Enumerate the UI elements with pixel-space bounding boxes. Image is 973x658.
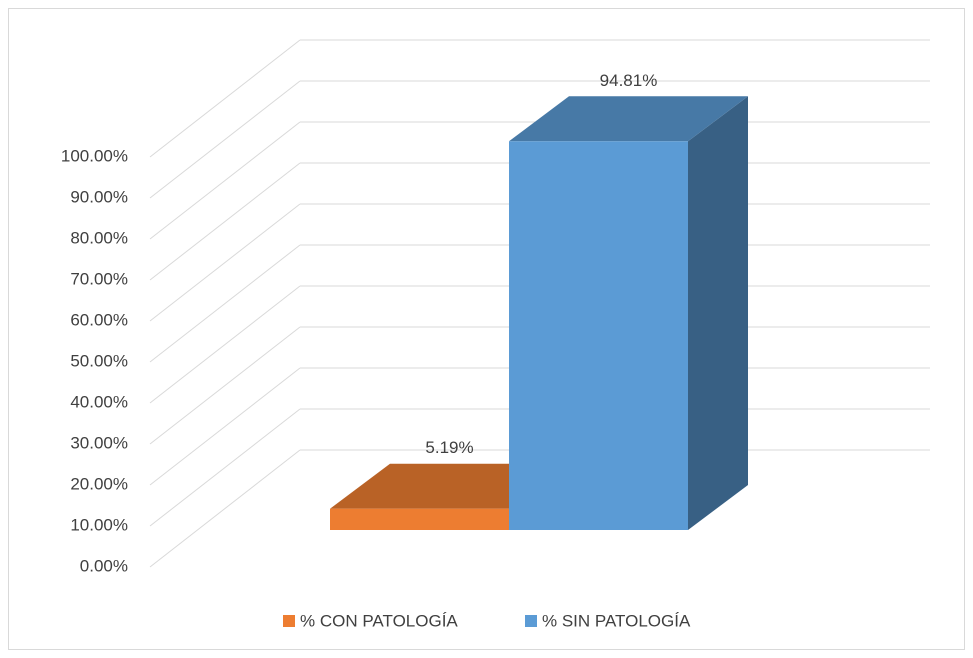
legend-swatch: [525, 615, 537, 627]
y-tick-label: 90.00%: [70, 187, 128, 206]
data-label: 94.81%: [600, 71, 658, 90]
legend-label: % CON PATOLOGÍA: [300, 611, 458, 630]
bar-top: [509, 96, 748, 142]
y-tick-label: 0.00%: [80, 556, 128, 575]
y-tick-label: 40.00%: [70, 392, 128, 411]
y-tick-label: 80.00%: [70, 228, 128, 247]
grid-diagonal: [149, 39, 301, 158]
legend-label: % SIN PATOLOGÍA: [542, 611, 691, 630]
bar: [509, 141, 688, 531]
grid-diagonal: [149, 449, 301, 568]
grid-diagonal: [149, 285, 301, 404]
data-label: 5.19%: [425, 438, 473, 457]
y-tick-label: 100.00%: [61, 146, 128, 165]
grid-diagonal: [149, 121, 301, 240]
grid-diagonal: [149, 408, 301, 527]
y-tick-label: 60.00%: [70, 310, 128, 329]
legend-swatch: [283, 615, 295, 627]
y-tick-label: 30.00%: [70, 433, 128, 452]
y-tick-label: 20.00%: [70, 474, 128, 493]
grid-diagonal: [149, 367, 301, 486]
y-tick-label: 50.00%: [70, 351, 128, 370]
grid-diagonal: [149, 203, 301, 322]
grid-diagonal: [149, 244, 301, 363]
y-tick-label: 70.00%: [70, 269, 128, 288]
chart-border: [8, 8, 965, 650]
grid-diagonal: [149, 326, 301, 445]
bar: [330, 508, 509, 530]
bar-side: [688, 96, 748, 531]
y-tick-label: 10.00%: [70, 515, 128, 534]
grid-diagonal: [149, 80, 301, 199]
grid-diagonal: [149, 162, 301, 281]
